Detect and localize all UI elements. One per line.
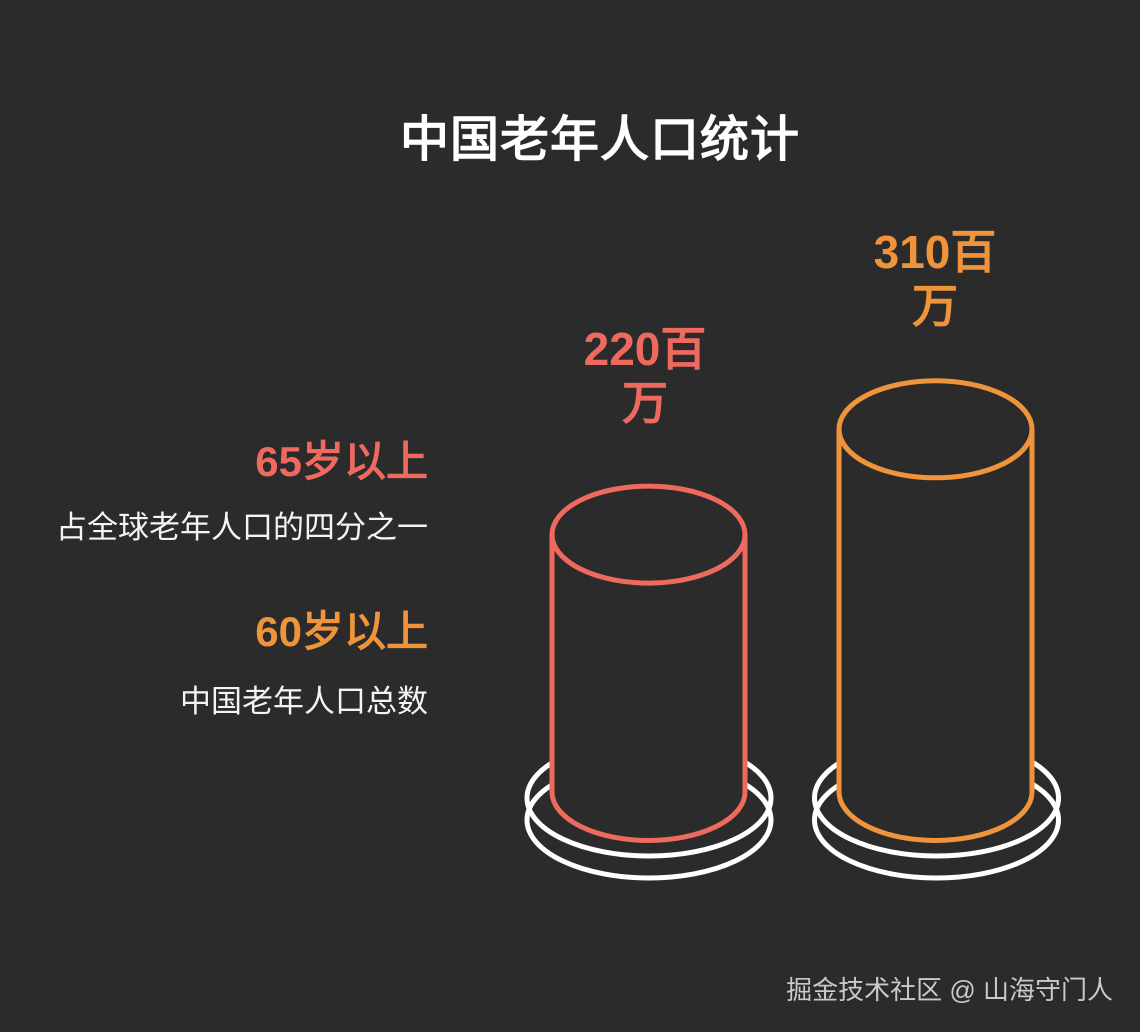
cylinder-silhouette [552,486,745,841]
cylinder-group-65plus [524,483,774,881]
cylinder-group-60plus [812,378,1061,881]
cylinder-body-outline [836,429,1035,843]
category-description-60plus: 中国老年人口总数 [180,684,428,719]
value-label-65plus: 220百万 [583,323,707,429]
value-label-60plus: 310百万 [873,226,997,332]
category-label-65plus: 65岁以上 [255,438,428,485]
cylinder-silhouette [839,380,1032,841]
category-label-60plus: 60岁以上 [255,608,428,655]
category-description-65plus: 占全球老年人口的四分之一 [56,510,428,545]
cylinder-body-outline [549,534,748,843]
page-title: 中国老年人口统计 [399,113,801,167]
watermark: 掘金技术社区 @ 山海守门人 [786,975,1113,1005]
cylinder-top-rim [836,378,1035,481]
cylinder-top-rim [549,483,748,586]
